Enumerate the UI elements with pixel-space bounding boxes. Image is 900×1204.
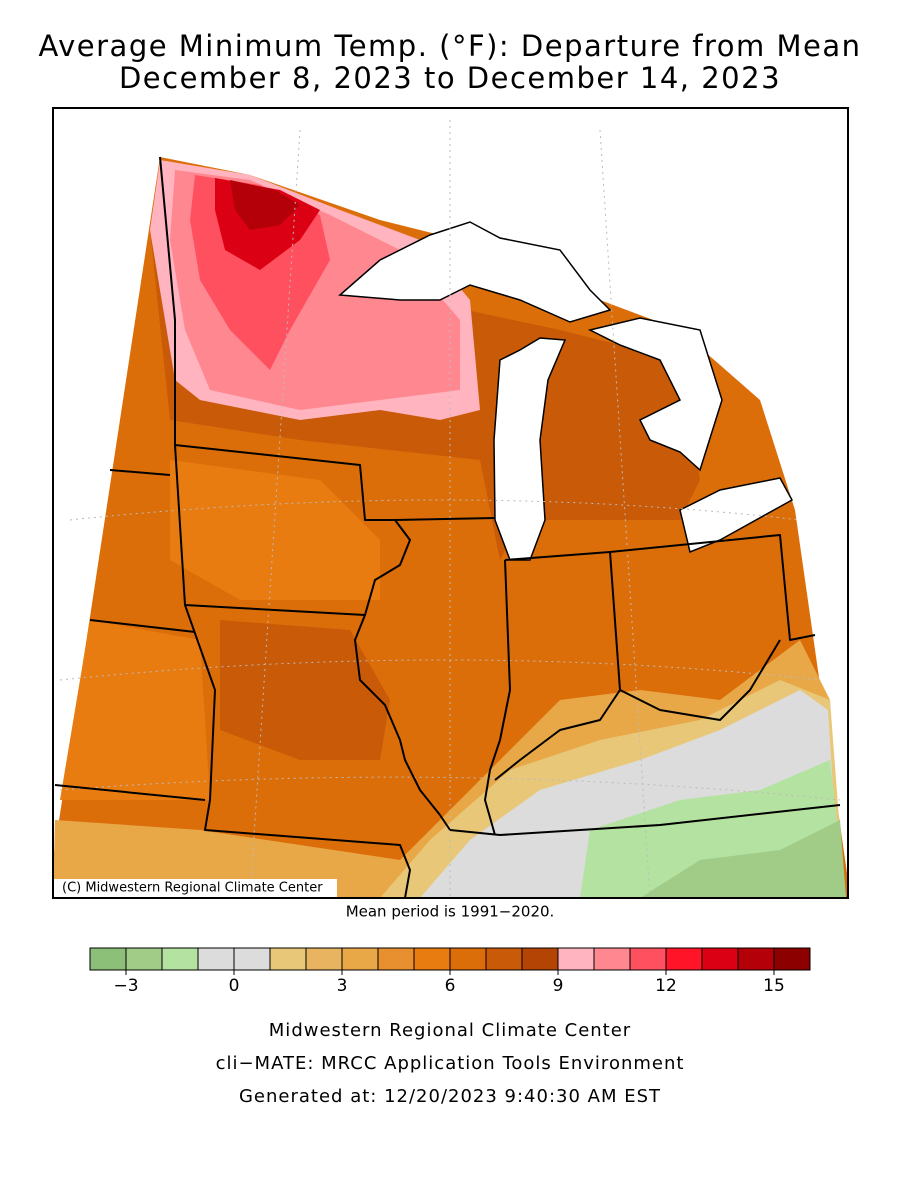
footer-line: Midwestern Regional Climate Center: [269, 1020, 631, 1041]
credit-box: [54, 879, 337, 897]
tick-label: 3: [337, 976, 348, 996]
color-box: [161, 947, 199, 971]
tick-label: 6: [445, 976, 456, 996]
colorbar: −3 0 3 6 9 12 15: [89, 947, 811, 996]
color-box: [701, 947, 739, 971]
color-box: [629, 947, 667, 971]
color-box: [665, 947, 703, 971]
color-box: [197, 947, 235, 971]
title: Average Minimum Temp. (°F): Departure fr…: [38, 29, 861, 63]
zone: [640, 820, 846, 898]
footer-line: Generated at: 12/20/2023 9:40:30 AM EST: [239, 1086, 661, 1107]
zone: [220, 620, 390, 760]
footer-line: cli−MATE: MRCC Application Tools Environ…: [216, 1053, 685, 1074]
color-box: [89, 947, 127, 971]
color-box: [269, 947, 307, 971]
tick-label: 9: [553, 976, 564, 996]
color-box: [125, 947, 163, 971]
color-box: [305, 947, 343, 971]
color-box: [737, 947, 775, 971]
tick-label: 12: [655, 976, 677, 996]
tick-label: −3: [113, 976, 138, 996]
state-line: [54, 156, 841, 898]
color-box: [413, 947, 451, 971]
color-box: [449, 947, 487, 971]
map: (C) Midwestern Regional Climate Center: [52, 107, 849, 899]
lake: [587, 317, 723, 472]
mean-note: Mean period is 1991−2020.: [346, 903, 555, 921]
lake: [338, 221, 612, 323]
color-box: [521, 947, 559, 971]
color-box: [557, 947, 595, 971]
lake: [679, 477, 794, 554]
color-box: [377, 947, 415, 971]
subtitle: December 8, 2023 to December 14, 2023: [119, 61, 781, 95]
graticule: [59, 120, 841, 898]
tick-label: 15: [763, 976, 785, 996]
credit: (C) Midwestern Regional Climate Center: [62, 881, 323, 896]
color-box: [773, 947, 811, 971]
lake: [493, 337, 567, 561]
color-box: [233, 947, 271, 971]
map-frame: [52, 107, 849, 899]
zone: [230, 180, 300, 230]
color-box: [341, 947, 379, 971]
zone: [60, 620, 210, 800]
color-box: [593, 947, 631, 971]
tick-label: 0: [229, 976, 240, 996]
zone: [170, 460, 380, 600]
color-box: [485, 947, 523, 971]
